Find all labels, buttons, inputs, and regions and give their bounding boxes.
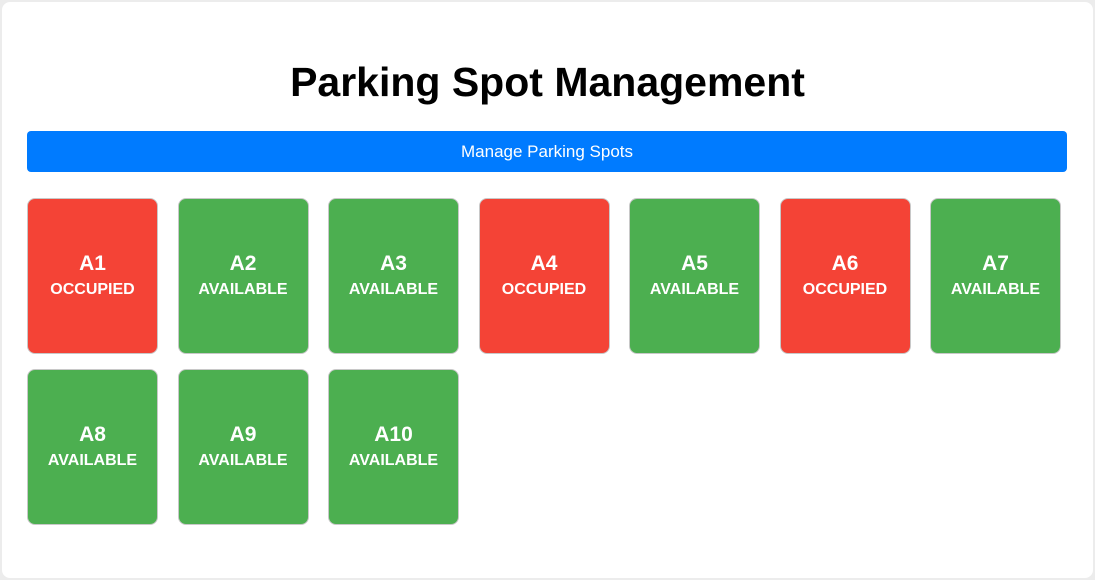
parking-spot-grid: A1 OCCUPIED A2 AVAILABLE A3 AVAILABLE A4…	[27, 198, 1072, 525]
parking-spot[interactable]: A9 AVAILABLE	[177, 369, 309, 525]
parking-spot[interactable]: A4 OCCUPIED	[478, 198, 610, 354]
spot-status: AVAILABLE	[348, 281, 439, 298]
spot-id: A10	[374, 423, 413, 446]
parking-spot[interactable]: A5 AVAILABLE	[629, 198, 760, 354]
spot-id: A6	[831, 252, 859, 275]
parking-spot[interactable]: A1 OCCUPIED	[27, 198, 158, 354]
spot-id: A7	[982, 252, 1009, 275]
parking-spot[interactable]: A6 OCCUPIED	[779, 198, 911, 354]
spot-status: AVAILABLE	[348, 452, 439, 469]
page-title: Parking Spot Management	[290, 59, 805, 105]
spot-id: A9	[229, 423, 257, 446]
spot-status: OCCUPIED	[50, 281, 135, 298]
spot-status: AVAILABLE	[950, 281, 1041, 298]
spot-id: A3	[380, 252, 407, 275]
parking-spot[interactable]: A10 AVAILABLE	[328, 369, 459, 525]
spot-status: OCCUPIED	[802, 281, 888, 298]
spot-status: AVAILABLE	[649, 281, 740, 298]
spot-id: A4	[530, 252, 558, 275]
spot-status: AVAILABLE	[198, 281, 288, 298]
parking-spot[interactable]: A2 AVAILABLE	[177, 198, 309, 354]
spot-status: AVAILABLE	[198, 452, 288, 469]
parking-spot[interactable]: A7 AVAILABLE	[930, 198, 1061, 354]
spot-id: A8	[79, 423, 106, 446]
spot-id: A5	[681, 252, 708, 275]
manage-parking-spots-button[interactable]: Manage Parking Spots	[27, 131, 1067, 172]
spot-status: OCCUPIED	[501, 281, 587, 298]
spot-status: AVAILABLE	[47, 452, 138, 469]
spot-id: A1	[79, 252, 106, 275]
spot-id: A2	[229, 252, 257, 275]
parking-spot[interactable]: A8 AVAILABLE	[27, 369, 158, 525]
parking-spot[interactable]: A3 AVAILABLE	[328, 198, 459, 354]
